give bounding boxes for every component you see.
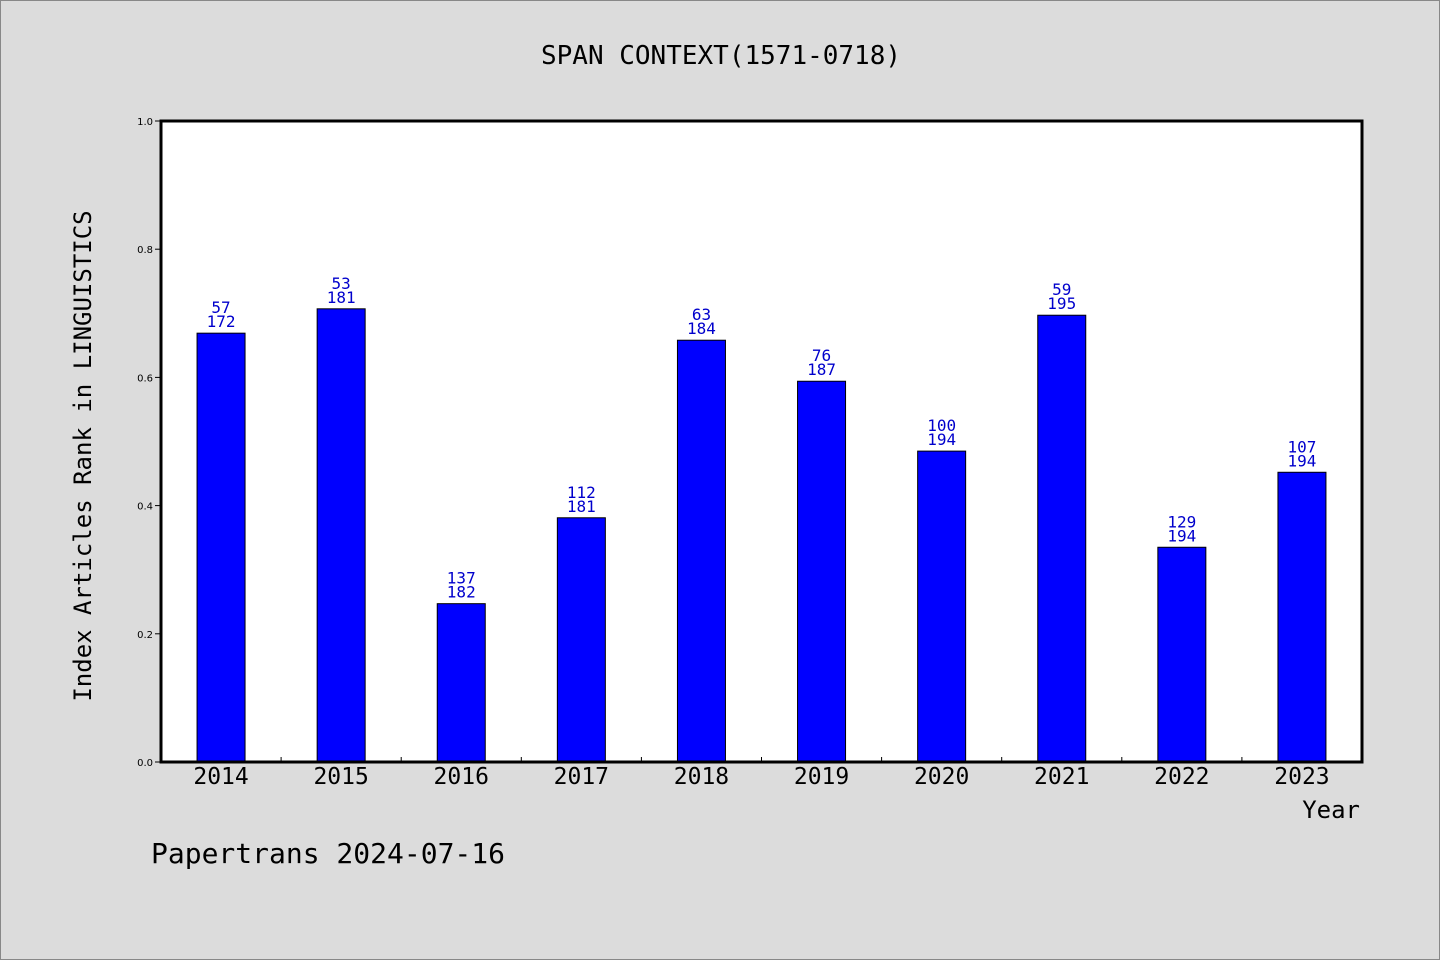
bar-2017	[556, 517, 606, 763]
x-tick-label: 2016	[434, 764, 489, 790]
y-tick-label: 0.4	[137, 502, 153, 513]
bar-rank-label: 129	[1167, 512, 1196, 531]
x-tick-label: 2015	[313, 764, 368, 790]
bar-2014	[196, 332, 246, 763]
x-tick-label: 2019	[794, 764, 849, 790]
y-tick-label: 0.6	[137, 373, 153, 384]
bar-total-label: 181	[327, 288, 356, 307]
bar-total-label: 182	[447, 583, 476, 602]
bar-rank-label: 76	[812, 346, 831, 365]
bar-total-label: 194	[1287, 451, 1316, 470]
bar-rank-label: 100	[927, 416, 956, 435]
x-tick-label: 2014	[193, 764, 248, 790]
y-tick-label: 0.0	[137, 758, 153, 769]
bar-rank-label: 57	[211, 298, 230, 317]
y-axis-label: Index Articles Rank in LINGUISTICS	[69, 210, 97, 701]
ticks-layer: 0.0 0.2 0.4 0.6 0.8 1.0 2014 2015 2016 2017 2018 20…	[137, 117, 1330, 790]
bar-rank-label: 112	[567, 483, 596, 502]
bar-total-label: 194	[1167, 526, 1196, 545]
bars-layer: 5717253181137182112181631847618710019459…	[196, 274, 1327, 763]
bar-rank-label: 107	[1287, 437, 1316, 456]
bar-2016	[436, 603, 486, 763]
bar-total-label: 194	[927, 430, 956, 449]
bar-2018	[676, 339, 726, 763]
y-tick-label: 0.2	[137, 630, 153, 641]
bar-2019	[797, 380, 847, 763]
bar-rank-label: 63	[692, 305, 711, 324]
bar-total-label: 184	[687, 319, 716, 338]
x-tick-label: 2017	[554, 764, 609, 790]
bar-rank-label: 53	[332, 274, 351, 293]
bar-total-label: 181	[567, 497, 596, 516]
bar-rank-label: 137	[447, 569, 476, 588]
bar-2021	[1037, 314, 1087, 763]
bar-total-label: 172	[207, 312, 236, 331]
bar-2020	[917, 450, 967, 763]
bar-total-label: 195	[1047, 294, 1076, 313]
x-tick-label: 2022	[1154, 764, 1209, 790]
x-tick-label: 2018	[674, 764, 729, 790]
x-tick-label: 2023	[1274, 764, 1329, 790]
x-axis-label: Year	[1302, 796, 1360, 824]
bar-2022	[1157, 546, 1207, 763]
x-tick-label: 2021	[1034, 764, 1089, 790]
chart-title: SPAN CONTEXT(1571-0718)	[541, 41, 901, 71]
footer-credit: Papertrans 2024-07-16	[151, 837, 505, 870]
bar-total-label: 187	[807, 360, 836, 379]
x-tick-label: 2020	[914, 764, 969, 790]
y-tick-label: 0.8	[137, 245, 153, 256]
bar-rank-label: 59	[1052, 280, 1071, 299]
bar-2015	[316, 308, 366, 763]
y-tick-label: 1.0	[137, 117, 153, 128]
bar-2023	[1277, 471, 1327, 763]
